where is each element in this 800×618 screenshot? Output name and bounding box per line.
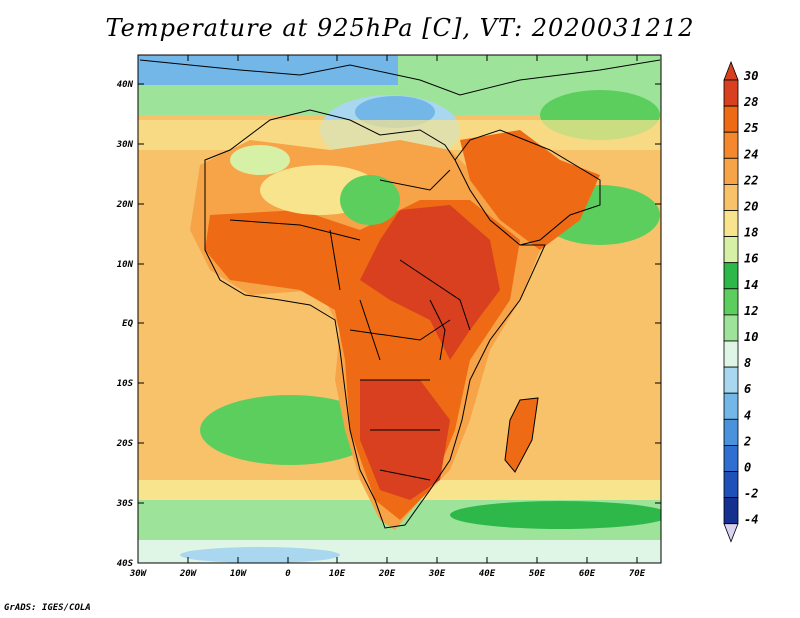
temperature-field bbox=[138, 55, 661, 563]
lon-label: 60E bbox=[579, 569, 596, 579]
colorbar-swatch bbox=[723, 131, 739, 159]
lat-label: 20S bbox=[116, 439, 134, 449]
lon-tick-10W: 10W bbox=[230, 55, 248, 579]
lon-tick-70E: 70E bbox=[629, 55, 646, 579]
lat-label: EQ bbox=[122, 319, 133, 329]
colorbar-swatch bbox=[723, 497, 739, 525]
colorbar-swatch bbox=[723, 444, 739, 472]
lat-label: 10N bbox=[117, 260, 134, 270]
lat-label: 30S bbox=[116, 499, 134, 509]
colorbar-swatch bbox=[723, 79, 739, 107]
lat-tick-10S: 10S bbox=[117, 379, 661, 389]
latitude-axis: 40N 30N 20N 10N EQ 10S 20S 30S 40S bbox=[116, 80, 661, 569]
colorbar-swatch bbox=[723, 262, 739, 290]
colorbar-label: 8 bbox=[744, 356, 751, 370]
colorbar-label: 12 bbox=[744, 304, 758, 318]
lon-label: 30E bbox=[428, 569, 446, 579]
colorbar-label: 22 bbox=[743, 173, 758, 187]
colorbar-label: -4 bbox=[744, 513, 758, 527]
colorbar-swatch bbox=[723, 210, 739, 238]
lon-tick-0: 0 bbox=[285, 55, 291, 579]
colorbar-swatch bbox=[723, 288, 739, 316]
colorbar-label: 4 bbox=[744, 408, 751, 422]
colorbar-label: 24 bbox=[743, 147, 758, 161]
lon-label: 30W bbox=[129, 569, 148, 579]
colorbar-swatch bbox=[723, 366, 739, 394]
colorbar-label: -2 bbox=[744, 487, 758, 501]
colorbar-swatch bbox=[723, 314, 739, 342]
colorbar-swatch bbox=[723, 183, 739, 211]
grads-credit: GrADS: IGES/COLA bbox=[4, 603, 91, 613]
lon-tick-10E: 10E bbox=[329, 55, 346, 579]
colorbar-label: 10 bbox=[744, 330, 758, 344]
lat-label: 10S bbox=[117, 379, 134, 389]
lon-label: 0 bbox=[285, 569, 291, 579]
colorbar-label: 25 bbox=[743, 121, 758, 135]
lat-tick-EQ: EQ bbox=[122, 319, 661, 329]
lon-tick-50E: 50E bbox=[529, 55, 546, 579]
lon-tick-40E: 40E bbox=[479, 55, 496, 579]
lon-label: 20W bbox=[179, 569, 198, 579]
colorbar-max-arrow bbox=[723, 60, 739, 81]
colorbar-label: 30 bbox=[743, 69, 758, 83]
colorbar-min-arrow bbox=[723, 523, 739, 543]
lat-tick-20S: 20S bbox=[116, 439, 661, 449]
lon-label: 10W bbox=[230, 569, 248, 579]
colorbar-label: 16 bbox=[744, 252, 758, 266]
colorbar-swatch bbox=[723, 340, 739, 368]
lon-tick-20W: 20W bbox=[179, 55, 198, 579]
colorbar-label: 2 bbox=[743, 434, 751, 448]
colorbar-swatch bbox=[723, 236, 739, 264]
lon-tick-30W: 30W bbox=[129, 569, 148, 579]
lat-label: 20N bbox=[116, 200, 134, 210]
lat-tick-30S: 30S bbox=[116, 499, 661, 509]
lon-label: 10E bbox=[329, 569, 346, 579]
colorbar-label: 6 bbox=[744, 382, 751, 396]
lat-tick-40S: 40S bbox=[117, 559, 134, 569]
colorbar-swatch bbox=[723, 105, 739, 133]
colorbar-swatch bbox=[723, 471, 739, 499]
lat-tick-10N: 10N bbox=[117, 260, 661, 270]
lon-tick-30E: 30E bbox=[428, 55, 446, 579]
longitude-axis: 30W 20W 10W 0 10E 20E 30E 40E 50E 60E 70… bbox=[129, 55, 646, 579]
lon-label: 40E bbox=[479, 569, 496, 579]
lat-tick-40N: 40N bbox=[117, 80, 661, 90]
colorbar-label: 18 bbox=[744, 226, 758, 240]
lon-tick-60E: 60E bbox=[579, 55, 596, 579]
coastlines bbox=[139, 59, 661, 529]
lat-label: 30N bbox=[116, 140, 134, 150]
lon-label: 50E bbox=[529, 569, 546, 579]
colorbar-swatch bbox=[723, 157, 739, 185]
colorbar-label: 20 bbox=[743, 200, 758, 214]
colorbar-swatch bbox=[723, 392, 739, 420]
lat-label: 40S bbox=[117, 559, 134, 569]
map-frame bbox=[137, 54, 662, 564]
lon-label: 70E bbox=[629, 569, 646, 579]
lon-label: 20E bbox=[378, 569, 396, 579]
colorbar-label: 0 bbox=[744, 461, 751, 475]
lat-tick-20N: 20N bbox=[116, 200, 661, 210]
lon-tick-20E: 20E bbox=[378, 55, 396, 579]
colorbar-swatch bbox=[723, 418, 739, 446]
colorbar-label: 28 bbox=[743, 95, 758, 109]
colorbar-label: 14 bbox=[744, 278, 758, 292]
lat-label: 40N bbox=[117, 80, 134, 90]
map-title: Temperature at 925hPa [C], VT: 202003121… bbox=[105, 14, 695, 42]
lat-tick-30N: 30N bbox=[116, 140, 661, 150]
